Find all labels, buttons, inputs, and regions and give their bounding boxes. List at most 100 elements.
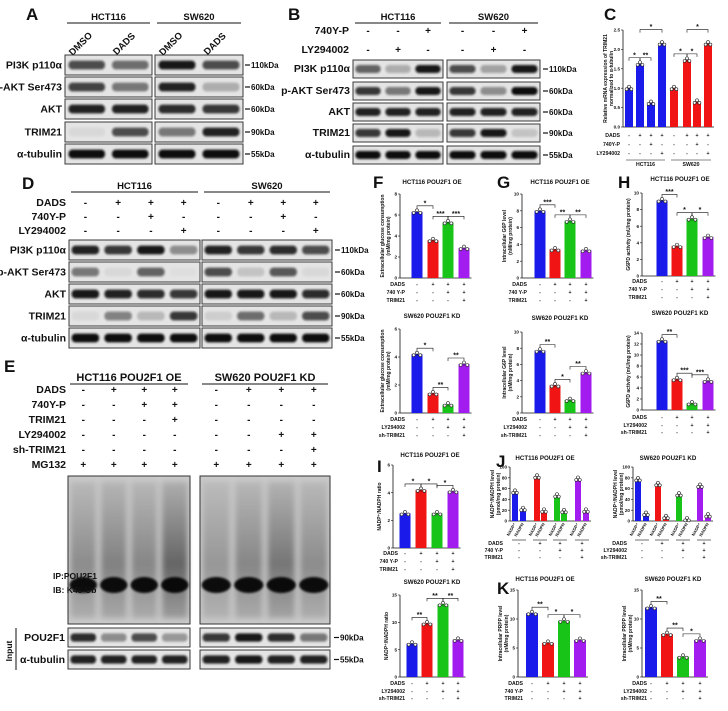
condition-sign: - bbox=[280, 400, 283, 411]
bar bbox=[702, 236, 714, 276]
bar bbox=[655, 484, 661, 521]
treatment-sign: + bbox=[584, 282, 587, 288]
kda-label: 60kDa bbox=[251, 105, 275, 114]
treatment-sign: + bbox=[546, 681, 549, 687]
replicate-point bbox=[587, 249, 592, 254]
replicate-point bbox=[530, 609, 534, 614]
replicate-point bbox=[646, 102, 651, 106]
ubiquitin-smear bbox=[300, 482, 328, 618]
significance-bracket bbox=[554, 379, 571, 383]
bar bbox=[564, 400, 576, 413]
y-tick-label: 2 bbox=[636, 257, 639, 262]
replicate-point bbox=[418, 353, 423, 358]
protein-band bbox=[204, 311, 232, 321]
protein-band bbox=[137, 267, 165, 277]
treatment-sign: + bbox=[456, 689, 459, 695]
condition-sign: - bbox=[217, 226, 220, 237]
bar bbox=[636, 63, 644, 127]
condition-sign: - bbox=[215, 430, 218, 441]
treatment-sign: + bbox=[562, 681, 565, 687]
treatment-sign: - bbox=[518, 548, 520, 554]
condition-sign: + bbox=[280, 212, 286, 223]
replicate-point bbox=[536, 475, 541, 480]
replicate-point bbox=[686, 402, 691, 407]
y-tick-label: 8 bbox=[636, 207, 639, 212]
bar bbox=[406, 643, 418, 677]
x-category-label: NADPH bbox=[656, 522, 668, 537]
treatment-sign: - bbox=[691, 295, 693, 301]
x-category-label: NADP⁺ bbox=[568, 522, 579, 537]
blot-strip bbox=[201, 305, 333, 327]
y-tick-label: 10 bbox=[392, 620, 398, 625]
treatment-label: DADS bbox=[632, 415, 647, 421]
bar bbox=[676, 494, 682, 521]
bar bbox=[520, 509, 526, 521]
replicate-point bbox=[406, 512, 411, 517]
kda-label: 90kDa bbox=[251, 128, 275, 137]
protein-band bbox=[237, 245, 265, 255]
protein-label: AKT bbox=[44, 289, 66, 301]
bar bbox=[452, 639, 464, 677]
protein-band bbox=[480, 65, 507, 73]
condition-sign: - bbox=[82, 430, 85, 441]
y-tick-label: 10 bbox=[514, 330, 520, 335]
treatment-sign: + bbox=[706, 295, 709, 301]
protein-band bbox=[104, 333, 132, 343]
y-axis-label: Intracellular PRPP level bbox=[498, 605, 504, 661]
protein-band bbox=[202, 104, 240, 114]
panel-label-j: J bbox=[496, 452, 505, 471]
treatment-sign: + bbox=[702, 555, 705, 561]
replicate-point bbox=[678, 245, 683, 249]
treatment-sign: + bbox=[690, 279, 693, 285]
bar bbox=[580, 250, 592, 278]
significance-bracket bbox=[436, 484, 454, 489]
protein-band bbox=[480, 151, 507, 159]
input-label: Input bbox=[4, 640, 14, 661]
protein-band bbox=[202, 633, 230, 642]
treatment-sign: - bbox=[650, 696, 652, 702]
blot-strip bbox=[201, 283, 333, 305]
protein-band bbox=[111, 149, 149, 159]
cell-line-header: SW620 bbox=[183, 12, 214, 23]
ubiquitin-smear bbox=[161, 482, 188, 618]
protein-band bbox=[111, 104, 149, 114]
protein-band bbox=[302, 333, 330, 343]
condition-sign: + bbox=[311, 430, 317, 441]
protein-band bbox=[235, 633, 263, 642]
panel-label-g: G bbox=[497, 173, 510, 192]
treatment-sign: + bbox=[702, 548, 705, 554]
replicate-point bbox=[677, 491, 681, 495]
significance-label: ** bbox=[643, 52, 649, 59]
protein-band bbox=[355, 129, 381, 137]
replicate-point bbox=[452, 639, 457, 643]
condition-sign: + bbox=[111, 460, 117, 471]
replicate-point bbox=[685, 56, 689, 61]
treatment-sign: + bbox=[446, 417, 449, 423]
bar bbox=[670, 88, 678, 127]
protein-band bbox=[302, 245, 330, 255]
protein-band bbox=[449, 151, 476, 159]
bar bbox=[512, 491, 518, 521]
bar bbox=[656, 340, 668, 410]
bar bbox=[442, 404, 454, 413]
treatment-sign: + bbox=[568, 282, 571, 288]
condition-sign: - bbox=[314, 212, 317, 223]
replicate-point bbox=[560, 510, 565, 515]
protein-band bbox=[131, 655, 158, 664]
bar bbox=[704, 43, 712, 127]
treatment-label: LY294002 bbox=[504, 425, 528, 431]
protein-band bbox=[104, 267, 132, 277]
treatment-sign: + bbox=[578, 681, 581, 687]
replicate-point bbox=[415, 350, 419, 355]
treatment-sign: - bbox=[416, 417, 418, 423]
y-tick-label: 0 bbox=[516, 411, 519, 416]
condition-label: MG132 bbox=[32, 459, 67, 471]
bar bbox=[635, 479, 641, 521]
protein-band bbox=[302, 311, 330, 321]
condition-sign: + bbox=[141, 400, 147, 411]
condition-sign: - bbox=[116, 212, 119, 223]
replicate-point bbox=[431, 390, 435, 394]
condition-label: LY294002 bbox=[302, 44, 350, 56]
treatment-sign: - bbox=[432, 425, 434, 431]
treatment-sign: + bbox=[584, 433, 587, 439]
